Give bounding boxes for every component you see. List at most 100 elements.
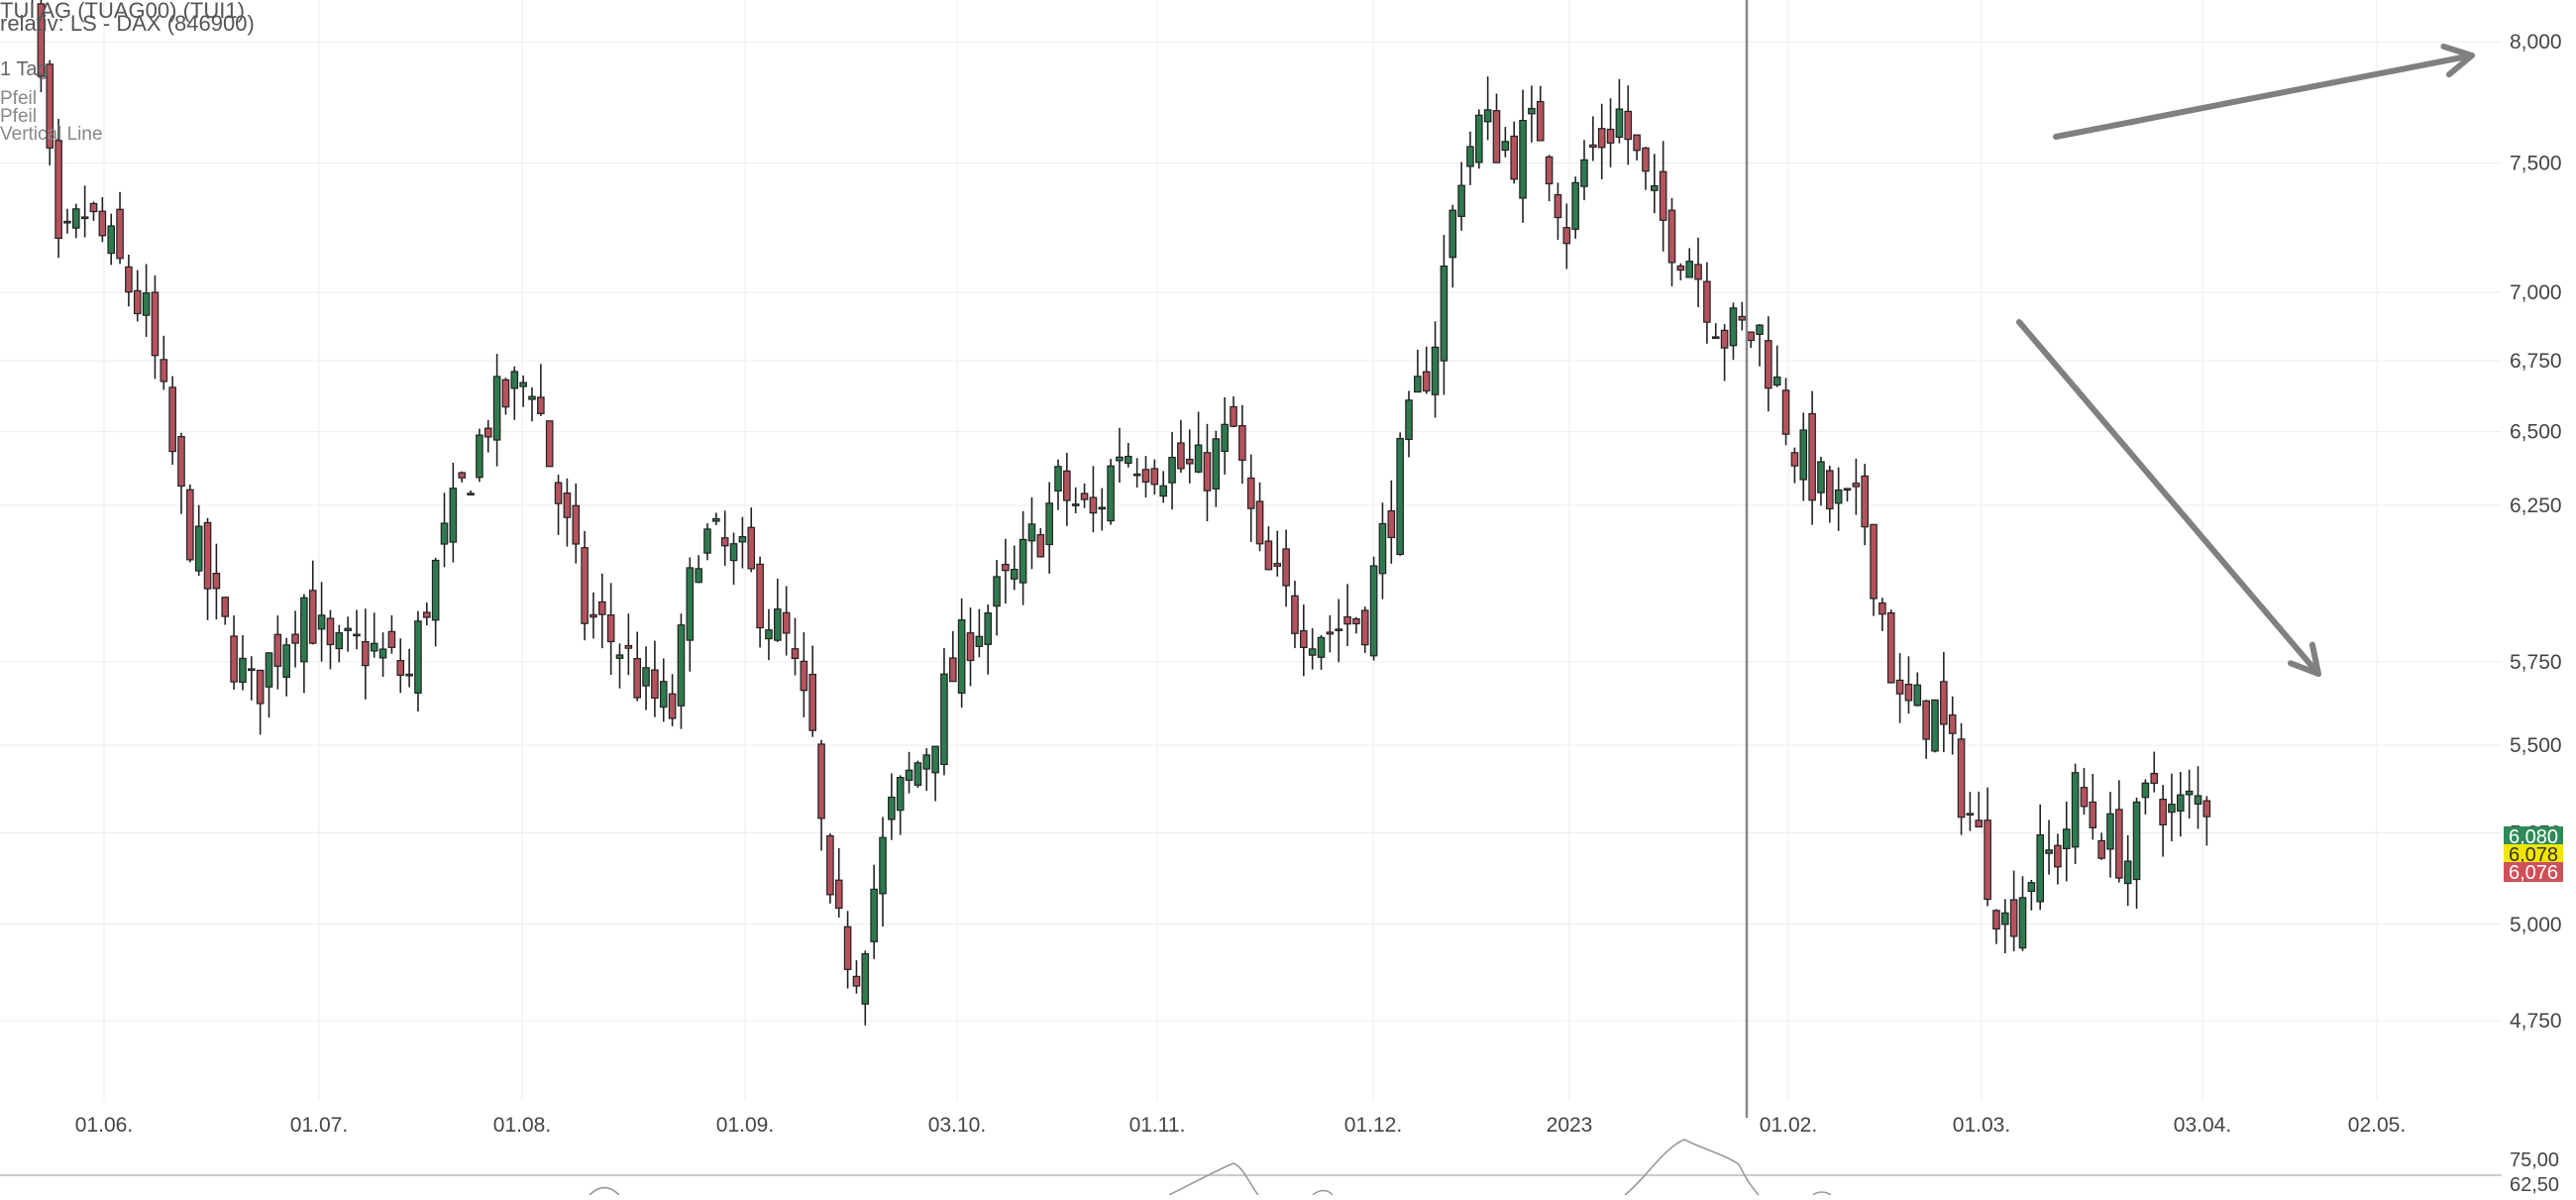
tui-candle xyxy=(1992,910,2000,930)
tui-candle xyxy=(1895,679,1904,695)
tui-candle xyxy=(98,210,107,237)
tui-candle xyxy=(291,633,299,644)
tui-candle xyxy=(1765,340,1772,389)
legend-timeframe[interactable]: 1 Tag xyxy=(0,58,49,80)
tui-candle xyxy=(1694,264,1702,280)
tui-candle xyxy=(1396,437,1404,556)
tui-candle xyxy=(563,492,572,518)
tui-candle xyxy=(1834,489,1843,504)
legend-tool-arrow-1[interactable]: Pfeil xyxy=(0,88,37,109)
tui-candle xyxy=(1957,738,1966,818)
tui-candle xyxy=(852,975,861,987)
legend-tool-vertical-line[interactable]: Vertical Line xyxy=(0,124,103,145)
tui-candle xyxy=(1378,522,1387,575)
x-tick-label: 01.02. xyxy=(1760,1114,1817,1137)
tui-candle xyxy=(1449,209,1457,259)
tui-candle xyxy=(1168,456,1176,484)
annotations xyxy=(1745,0,2475,1118)
tui-candle xyxy=(133,289,142,315)
indicator-tick-label: 75,00 xyxy=(2510,1149,2559,1171)
tui-candle xyxy=(1405,399,1413,441)
tui-candle xyxy=(1772,376,1781,386)
tui-candle xyxy=(879,836,887,895)
x-tick-label: 2023 xyxy=(1547,1114,1593,1137)
y-axis: 16,00015,50015,00014,50014,00013,50013,0… xyxy=(2510,31,2562,1033)
tui-candle xyxy=(186,489,194,561)
tui-candle xyxy=(1492,110,1501,164)
tui-candle xyxy=(1422,371,1431,392)
x-tick-label: 03.04. xyxy=(2174,1114,2231,1137)
tui-candle xyxy=(1027,523,1036,542)
tui-candle xyxy=(1063,470,1071,501)
y-tick-label: 7,000 xyxy=(2510,281,2562,304)
tui-candle xyxy=(1536,100,1545,142)
tui-candle xyxy=(677,624,686,707)
tui-candle xyxy=(519,382,527,387)
y-tick-label: 5,500 xyxy=(2510,734,2562,757)
y-tick-label: 8,000 xyxy=(2510,31,2562,54)
tui-candle xyxy=(492,376,501,441)
tui-candle xyxy=(1984,819,1991,901)
tui-candle xyxy=(1360,609,1369,646)
tui-candle xyxy=(765,629,773,640)
legend-tool-arrow-2[interactable]: Pfeil xyxy=(0,106,37,127)
x-tick-label: 01.09. xyxy=(716,1114,774,1137)
tui-candle xyxy=(1571,181,1579,230)
tui-candle xyxy=(2097,839,2105,859)
tui-candle xyxy=(861,952,870,1005)
tui-candle xyxy=(1230,405,1237,427)
tui-candle xyxy=(1124,455,1132,465)
tui-candle xyxy=(1369,565,1378,657)
tui-candle xyxy=(2185,790,2194,796)
legend-title[interactable]: TUI AG (TUAG00) (TUI1) xyxy=(0,0,245,23)
tui-candle xyxy=(597,600,606,615)
tui-candle xyxy=(1747,331,1755,342)
tui-candle xyxy=(1343,615,1351,625)
tui-candle xyxy=(387,630,396,648)
tui-candle xyxy=(572,504,581,545)
tui-candle xyxy=(896,777,905,812)
tui-candle xyxy=(1510,135,1519,180)
tui-candle xyxy=(668,693,677,719)
tui-candle xyxy=(1799,429,1808,481)
tui-candle xyxy=(230,635,238,683)
tui-candle xyxy=(335,632,344,650)
tui-candle xyxy=(2045,849,2053,854)
tui-candle xyxy=(581,547,589,624)
tui-candle xyxy=(142,292,151,316)
tui-candle xyxy=(1597,128,1606,149)
tui-candle xyxy=(256,669,265,705)
x-tick-label: 02.05. xyxy=(2348,1114,2406,1137)
tui-candle xyxy=(1141,469,1150,483)
price-badge xyxy=(2504,826,2563,846)
tui-candle xyxy=(624,644,633,649)
x-tick-label: 01.06. xyxy=(75,1114,133,1137)
tui-candle xyxy=(993,576,1001,607)
tui-candle xyxy=(1019,538,1027,584)
x-tick-label: 03.10. xyxy=(928,1114,986,1137)
tui-candle xyxy=(1387,509,1396,539)
tui-candle xyxy=(2036,833,2045,903)
tui-candle xyxy=(1729,307,1738,347)
tui-candle xyxy=(984,612,993,645)
tui-candle xyxy=(2080,787,2089,808)
tui-candle xyxy=(1116,456,1124,462)
tui-candle xyxy=(1194,444,1203,473)
x-tick-label: 01.11. xyxy=(1129,1114,1186,1137)
tui-candle xyxy=(362,641,370,667)
tui-candle xyxy=(414,620,422,694)
tui-candle xyxy=(800,660,808,692)
tui-series xyxy=(31,0,2211,1026)
tui-candle xyxy=(1940,681,1948,725)
tui-candle xyxy=(1431,346,1440,395)
tui-candle xyxy=(808,673,817,731)
tui-candle xyxy=(2132,801,2141,881)
tui-candle xyxy=(423,611,431,618)
legend-relative[interactable]: relativ: LS - DAX (846900) xyxy=(0,11,255,36)
tui-candle xyxy=(89,202,98,213)
tui-candle xyxy=(353,633,361,637)
tui-candle xyxy=(1150,468,1159,486)
tui-candle xyxy=(308,590,317,644)
grid xyxy=(0,0,2502,1100)
tui-candle xyxy=(905,769,913,781)
